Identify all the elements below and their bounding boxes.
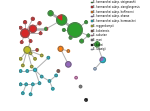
Polygon shape bbox=[21, 41, 23, 43]
Polygon shape bbox=[31, 17, 34, 20]
Polygon shape bbox=[85, 21, 87, 24]
Polygon shape bbox=[87, 34, 90, 37]
Polygon shape bbox=[19, 83, 22, 86]
Polygon shape bbox=[21, 29, 29, 38]
Polygon shape bbox=[39, 32, 42, 35]
Polygon shape bbox=[29, 40, 32, 42]
Polygon shape bbox=[79, 85, 82, 88]
Polygon shape bbox=[19, 70, 22, 72]
Polygon shape bbox=[33, 68, 37, 71]
Polygon shape bbox=[26, 70, 28, 72]
Polygon shape bbox=[29, 52, 32, 55]
Polygon shape bbox=[69, 36, 72, 39]
Polygon shape bbox=[57, 15, 67, 25]
Polygon shape bbox=[95, 42, 100, 47]
Legend: E. hormaechei subsp. steigerwaltii, E. hormaechei subsp. xiangfangensis, E. horm: E. hormaechei subsp. steigerwaltii, E. h… bbox=[91, 0, 140, 52]
Polygon shape bbox=[24, 21, 27, 24]
Polygon shape bbox=[30, 65, 33, 68]
Polygon shape bbox=[68, 23, 82, 37]
Polygon shape bbox=[48, 11, 53, 16]
Polygon shape bbox=[19, 58, 22, 60]
Polygon shape bbox=[29, 25, 36, 32]
Polygon shape bbox=[57, 70, 60, 72]
Polygon shape bbox=[100, 57, 103, 61]
Polygon shape bbox=[52, 88, 54, 90]
Polygon shape bbox=[45, 27, 46, 30]
Polygon shape bbox=[40, 75, 43, 78]
Polygon shape bbox=[58, 46, 63, 51]
Polygon shape bbox=[38, 22, 41, 25]
Polygon shape bbox=[47, 56, 50, 59]
Polygon shape bbox=[22, 92, 24, 94]
Polygon shape bbox=[66, 62, 71, 67]
Polygon shape bbox=[40, 54, 43, 57]
Polygon shape bbox=[67, 50, 70, 52]
Polygon shape bbox=[63, 29, 65, 31]
Polygon shape bbox=[34, 58, 36, 60]
Polygon shape bbox=[48, 80, 51, 82]
Polygon shape bbox=[25, 83, 27, 86]
Polygon shape bbox=[80, 39, 83, 43]
Polygon shape bbox=[32, 83, 34, 86]
Polygon shape bbox=[46, 27, 48, 30]
Polygon shape bbox=[24, 47, 31, 53]
Polygon shape bbox=[85, 99, 87, 101]
Polygon shape bbox=[75, 76, 77, 79]
Polygon shape bbox=[94, 68, 96, 70]
Polygon shape bbox=[29, 93, 32, 96]
Polygon shape bbox=[58, 15, 62, 20]
Polygon shape bbox=[36, 49, 37, 51]
Polygon shape bbox=[100, 57, 105, 63]
Polygon shape bbox=[37, 49, 39, 51]
Polygon shape bbox=[19, 27, 22, 29]
Polygon shape bbox=[22, 64, 24, 67]
Polygon shape bbox=[38, 82, 41, 84]
Polygon shape bbox=[55, 74, 57, 77]
